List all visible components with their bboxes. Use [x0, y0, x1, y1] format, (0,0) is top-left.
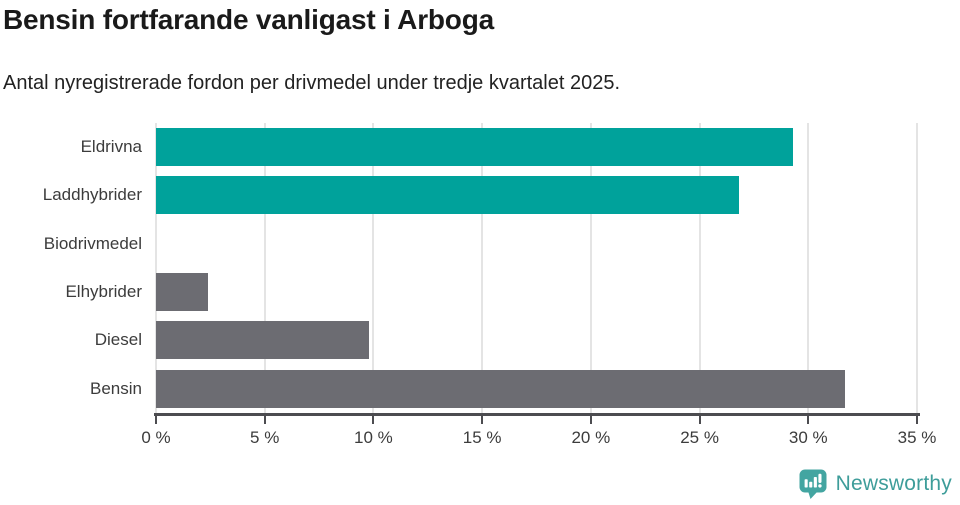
newsworthy-wordmark: Newsworthy [835, 472, 952, 495]
gridline [807, 123, 810, 413]
category-label: Eldrivna [80, 137, 142, 157]
category-label: Laddhybrider [42, 185, 142, 205]
bar [156, 369, 846, 408]
newsworthy-logo-icon [799, 469, 827, 499]
bar-row [156, 123, 917, 171]
axis-tick [916, 416, 918, 424]
gridline [372, 123, 375, 413]
axis-tick [372, 416, 375, 424]
axis-tick-label: 35 % [897, 428, 937, 447]
axis-tick-label: 5 % [250, 428, 280, 447]
chart-title: Bensin fortfarande vanligast i Arboga [3, 4, 494, 35]
axis-tick-label: 10 % [354, 428, 393, 447]
plot-area [155, 123, 918, 413]
axis-tick [481, 416, 484, 424]
axis-tick-label: 0 % [141, 428, 171, 447]
footer-brand: Newsworthy [799, 469, 952, 499]
x-axis-line [154, 413, 920, 416]
category-labels: Eldrivna Laddhybrider Biodrivmedel Elhybrid… [0, 123, 142, 413]
chart-subtitle: Antal nyregistrerade fordon per drivmede… [3, 72, 621, 94]
axis-tick-label: 25 % [680, 428, 719, 447]
bar-row [156, 365, 917, 413]
bar-row [156, 316, 917, 364]
category-label: Bensin [90, 378, 142, 398]
bar-row [156, 268, 917, 316]
category-label: Elhybrider [65, 282, 142, 302]
bar [156, 128, 794, 167]
gridlines [155, 123, 918, 413]
axis-tick [807, 416, 810, 424]
category-label: Biodrivmedel [43, 233, 142, 253]
gridline [589, 123, 592, 413]
bar-row [156, 171, 917, 219]
x-axis: 0 % 5 % 10 % 15 % 20 % 25 % 30 % 35 % [141, 413, 936, 453]
gridline [916, 123, 918, 413]
gridline [155, 123, 157, 413]
bar [156, 176, 739, 215]
gridline [263, 123, 266, 413]
bar-rows [156, 123, 917, 413]
gridline [698, 123, 701, 413]
bar [156, 273, 209, 312]
axis-tick [698, 416, 701, 424]
bar-row [156, 220, 917, 268]
category-label: Diesel [94, 330, 142, 350]
gridline [481, 123, 484, 413]
axis-tick [263, 416, 266, 424]
axis-tick [589, 416, 592, 424]
axis-tick-label: 20 % [571, 428, 611, 447]
bar [156, 321, 370, 360]
axis-tick-label: 30 % [788, 428, 828, 447]
axis-tick-label: 15 % [462, 428, 502, 447]
axis-tick [155, 416, 157, 424]
